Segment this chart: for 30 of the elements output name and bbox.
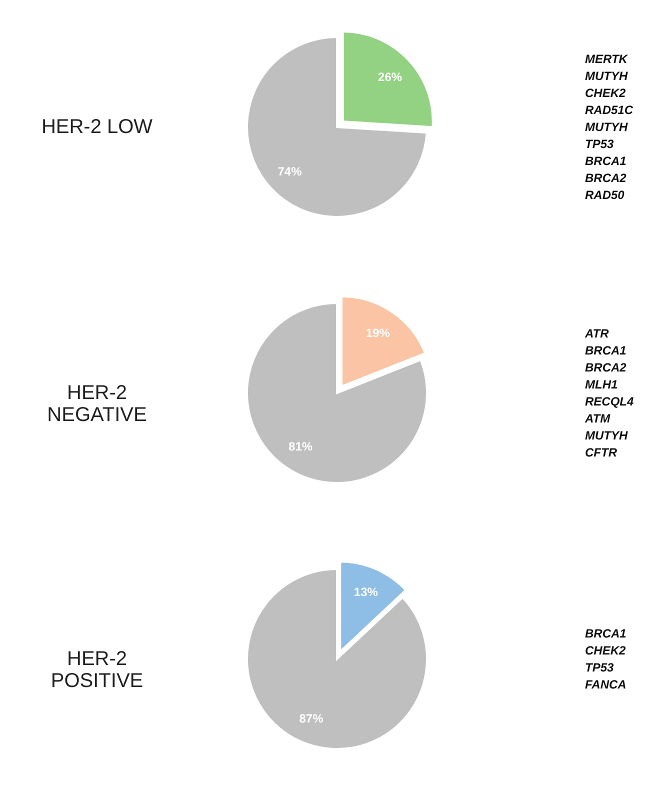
text: TP53 <box>585 137 614 151</box>
text: MUTYH <box>585 120 628 134</box>
text: ATR <box>584 326 610 340</box>
text: BRCA1 <box>585 626 627 640</box>
text: MUTYH <box>585 428 628 442</box>
text: CHEK2 <box>585 644 626 658</box>
data-label: 19% <box>366 326 390 340</box>
text: MUTYH <box>585 69 628 83</box>
text: BRCA1 <box>585 344 627 358</box>
data-label: 26% <box>378 70 402 84</box>
text: HER-2 LOW <box>41 116 153 138</box>
data-label: 74% <box>278 164 302 178</box>
text: TP53 <box>585 660 614 674</box>
text: HER-2 NEGATIVE <box>47 382 147 426</box>
text: BRCA2 <box>585 360 627 374</box>
data-label: 81% <box>288 440 313 454</box>
text: CFTR <box>585 446 618 460</box>
text: ATM <box>584 412 612 426</box>
text: RAD51C <box>585 103 634 117</box>
text: BRCA1 <box>585 154 627 168</box>
text: MERTK <box>585 52 629 66</box>
text: RAD50 <box>585 188 625 202</box>
data-label: 13% <box>354 585 378 600</box>
text: MLH1 <box>585 378 618 392</box>
text: BRCA2 <box>585 171 627 185</box>
text: RECQL4 <box>585 394 634 408</box>
text: FANCA <box>585 678 626 692</box>
text: HER-2 POSITIVE <box>50 648 144 692</box>
data-label: 87% <box>299 711 324 726</box>
text: CHEK2 <box>585 86 626 100</box>
